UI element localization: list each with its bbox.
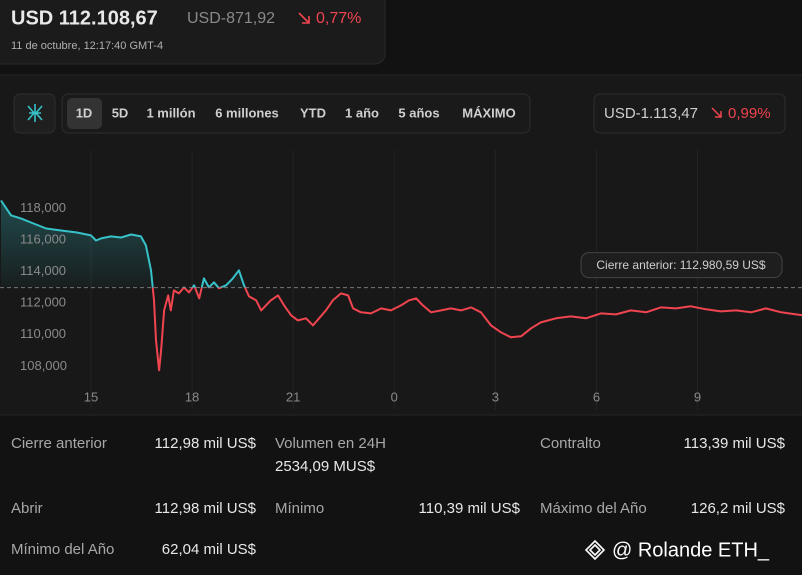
range-tab[interactable]: 1 millón [146, 105, 195, 120]
stat-label: Volumen en 24H [275, 435, 386, 452]
y-tick-label: 114,000 [20, 263, 66, 278]
range-change: USD-1.113,47 [604, 105, 698, 122]
x-tick-label: 0 [391, 389, 398, 404]
previous-close-box [580, 252, 783, 279]
range-tab[interactable]: MÁXIMO [462, 105, 515, 120]
timestamp: 11 de octubre, 12:17:40 GMT-4 [11, 40, 163, 52]
y-tick-label: 108,000 [20, 358, 67, 373]
range-tab[interactable]: 5 años [398, 105, 439, 120]
x-tick-label: 6 [593, 389, 600, 404]
range-tab[interactable]: 5D [112, 105, 129, 120]
stat-value: 126,2 mil US$ [691, 500, 786, 517]
stat-label: Abrir [11, 500, 43, 517]
y-tick-label: 112,000 [20, 295, 66, 310]
tab-group [61, 93, 531, 134]
range-tab[interactable]: 1 año [345, 105, 379, 120]
y-tick-label: 116,000 [20, 231, 66, 246]
chart-card [0, 74, 802, 416]
price-change: USD-871,92 [187, 10, 275, 27]
x-tick-label: 3 [492, 389, 499, 404]
range-box [593, 93, 786, 134]
price-line [0, 199, 802, 372]
x-tick-label: 9 [694, 389, 701, 404]
stat-value: 110,39 mil US$ [419, 500, 521, 517]
range-tab[interactable]: YTD [300, 105, 326, 120]
stat-value: 62,04 mil US$ [162, 541, 257, 558]
stat-value: 112,98 mil US$ [155, 500, 257, 517]
area [1, 200, 246, 288]
y-tick-label: 118,000 [20, 200, 66, 215]
range-tab[interactable]: 1D [76, 105, 93, 120]
active-tab [67, 98, 102, 129]
y-tick-label: 110,000 [20, 326, 66, 341]
stat-value: 113,39 mil US$ [684, 435, 786, 452]
watermark-icon [584, 539, 606, 561]
stat-label: Máximo del Año [540, 500, 647, 517]
price-change-pct: 0,77% [316, 10, 361, 27]
stat-value: 112,98 mil US$ [155, 435, 257, 452]
watermark: @ Rolande ETH_ [612, 539, 770, 561]
stat-label: Mínimo del Año [11, 541, 114, 558]
previous-close-label: Cierre anterior: 112.980,59 US$ [596, 258, 766, 272]
price: USD 112.108,67 [11, 7, 158, 29]
header-card [0, 0, 386, 65]
down-arrow [298, 12, 310, 24]
chart-icon [27, 104, 43, 122]
stat-label: Mínimo [275, 500, 324, 517]
stat-label: Contralto [540, 435, 601, 452]
stat-label: Cierre anterior [11, 435, 107, 452]
range-tab[interactable]: 6 millones [215, 105, 279, 120]
x-tick-label: 15 [84, 389, 98, 404]
range-change-pct: 0,99% [728, 105, 771, 122]
x-tick-label: 18 [185, 389, 199, 404]
down-arrow [711, 107, 722, 118]
x-tick-label: 21 [286, 389, 300, 404]
stat-value: 2534,09 MUS$ [275, 458, 376, 475]
